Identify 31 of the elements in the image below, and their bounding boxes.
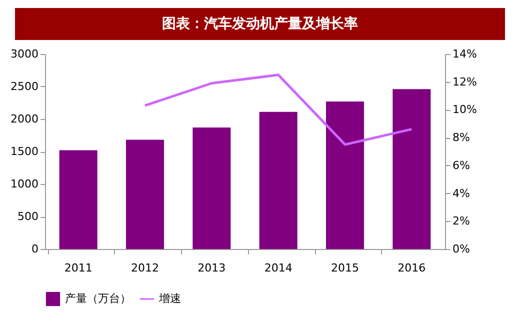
- x-tick-label: 2012: [131, 262, 159, 274]
- y-tick-label: 2500: [10, 80, 38, 93]
- x-tick-label: 2011: [64, 262, 92, 274]
- y-tick-label: 1000: [10, 178, 38, 190]
- line-series: [144, 74, 413, 146]
- y2-tick-label: 12%: [452, 75, 477, 88]
- y2-tick-label: 14%: [452, 48, 477, 60]
- y-tick-label: 1500: [10, 145, 38, 158]
- x-tick-label: 2013: [198, 262, 226, 274]
- bar: [392, 89, 431, 249]
- bar: [192, 127, 231, 249]
- x-tick-label: 2016: [398, 262, 426, 274]
- y2-tick-label: 10%: [452, 103, 477, 116]
- y2-tick-label: 8%: [452, 131, 470, 144]
- bar: [259, 112, 298, 249]
- legend-label: 产量（万台）: [65, 292, 131, 305]
- y-tick-label: 500: [18, 210, 38, 223]
- bar: [59, 150, 98, 249]
- y2-tick-label: 4%: [452, 186, 470, 200]
- y2-tick-label: 6%: [452, 158, 470, 172]
- y-tick-label: 3000: [10, 48, 38, 60]
- y-tick-label: 2000: [10, 112, 38, 126]
- y2-tick-label: 2%: [452, 214, 470, 228]
- bar: [326, 101, 364, 249]
- x-tick-label: 2015: [331, 262, 359, 274]
- y2-tick-label: 0%: [452, 242, 470, 256]
- x-tick-label: 2014: [264, 262, 292, 274]
- chart-title: 图表：汽车发动机产量及增长率: [162, 15, 358, 32]
- bar: [126, 140, 164, 249]
- legend-label: 增速: [158, 292, 181, 305]
- y-tick-label: 0: [32, 242, 38, 256]
